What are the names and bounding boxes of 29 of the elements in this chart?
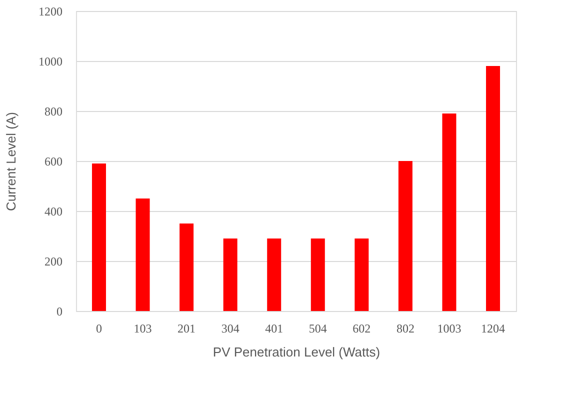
y-tick-label: 400 [44, 204, 62, 218]
x-tick-label: 103 [134, 322, 152, 336]
y-tick-label: 1200 [38, 4, 62, 18]
y-tick-label: 0 [56, 304, 62, 318]
bar [136, 198, 150, 311]
y-tick-label: 800 [44, 104, 62, 118]
x-tick-label: 304 [221, 322, 240, 336]
bar [442, 114, 456, 311]
x-tick-label: 602 [352, 322, 371, 336]
bar [267, 238, 282, 311]
bar [354, 238, 369, 311]
x-axis-title: PV Penetration Level (Watts) [212, 344, 380, 360]
bar [398, 161, 412, 311]
bar [310, 238, 325, 311]
x-tick-label: 0 [96, 322, 102, 336]
bar [92, 164, 106, 311]
y-axis-title: Current Level (A) [4, 112, 18, 211]
y-tick-label: 1000 [38, 54, 62, 68]
x-tick-label: 802 [396, 322, 414, 336]
x-tick-label: 1204 [481, 322, 506, 336]
bar [180, 224, 194, 311]
x-tick-label: 201 [178, 322, 196, 336]
x-tick-label: 1003 [437, 322, 462, 336]
x-tick-label: 504 [308, 322, 327, 336]
y-tick-label: 600 [44, 154, 62, 168]
y-tick-label: 200 [44, 254, 62, 268]
bar [486, 66, 500, 311]
x-tick-label: 401 [265, 322, 284, 336]
bar [223, 238, 238, 311]
